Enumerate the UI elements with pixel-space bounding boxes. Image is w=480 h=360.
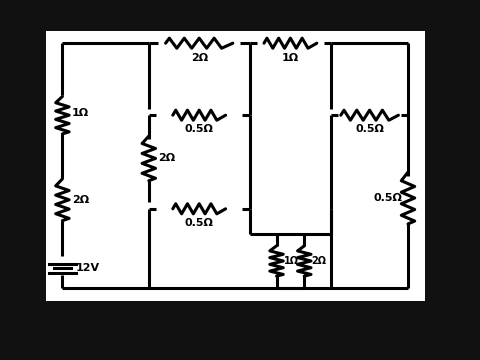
Text: 2Ω: 2Ω	[312, 256, 326, 266]
Text: 0.5Ω: 0.5Ω	[355, 124, 384, 134]
Text: 0.5Ω: 0.5Ω	[185, 218, 214, 228]
Text: 2Ω: 2Ω	[158, 153, 176, 163]
Text: 0.5Ω: 0.5Ω	[373, 193, 402, 203]
Text: 1Ω: 1Ω	[72, 108, 89, 118]
Text: 2Ω: 2Ω	[191, 53, 208, 63]
Text: 0.5Ω: 0.5Ω	[185, 124, 214, 134]
Text: 2Ω: 2Ω	[72, 195, 89, 205]
Bar	[46, 31, 425, 301]
Text: 1Ω: 1Ω	[282, 53, 299, 63]
Text: 1Ω: 1Ω	[284, 256, 299, 266]
Text: 12V: 12V	[76, 263, 100, 273]
